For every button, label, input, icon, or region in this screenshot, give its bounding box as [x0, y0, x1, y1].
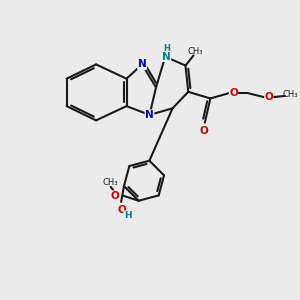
- Text: O: O: [199, 126, 208, 136]
- Text: H: H: [162, 52, 169, 61]
- Text: H: H: [124, 211, 131, 220]
- Text: CH₃: CH₃: [282, 90, 298, 99]
- Text: O: O: [229, 88, 238, 98]
- Text: H: H: [163, 44, 170, 53]
- Text: N: N: [162, 52, 171, 62]
- Text: CH₃: CH₃: [103, 178, 118, 187]
- Text: O: O: [264, 92, 273, 102]
- Text: CH₃: CH₃: [187, 47, 203, 56]
- Text: O: O: [118, 205, 126, 215]
- Text: N: N: [138, 59, 146, 69]
- Text: N: N: [145, 110, 154, 120]
- Text: O: O: [110, 190, 119, 201]
